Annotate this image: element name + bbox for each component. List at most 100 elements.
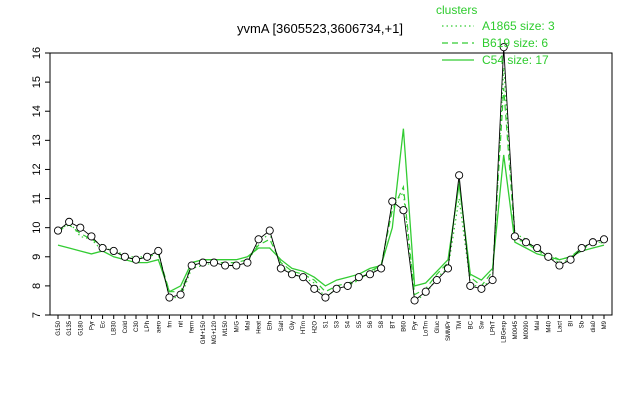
data-point (87, 232, 96, 241)
y-tick-label: 14 (31, 105, 43, 117)
data-point (510, 232, 519, 241)
data-point (343, 281, 352, 290)
x-tick-label: GM+150 (201, 320, 207, 344)
x-tick-label: G135 (67, 320, 73, 335)
data-point (399, 206, 408, 215)
data-point (499, 43, 508, 52)
points-layer (53, 43, 609, 305)
x-tick-label: S5 (357, 320, 363, 328)
x-tick-label: M9 (602, 320, 608, 329)
legend-label: B619 size: 6 (482, 36, 548, 50)
y-tick-label: 11 (31, 193, 43, 204)
x-tick-label: Pyr (89, 321, 95, 330)
data-point (198, 258, 207, 267)
x-tick-label: M0045 (513, 320, 519, 339)
data-point (421, 287, 430, 296)
y-tick-label: 12 (31, 163, 43, 175)
x-tick-label: G180 (78, 320, 84, 335)
y-tick-label: 13 (31, 134, 43, 146)
data-point (321, 293, 330, 302)
data-point (243, 258, 252, 267)
x-tick-label: aero (156, 320, 162, 333)
legend-label: A1865 size: 3 (482, 19, 555, 33)
data-point (232, 261, 241, 270)
data-point (377, 264, 386, 273)
legend: clusters A1865 size: 3 B619 size: 6 C54 si… (436, 3, 555, 67)
x-tick-label: TM (457, 321, 463, 330)
data-point (109, 246, 118, 256)
x-tick-label: M/G (234, 321, 240, 333)
y-tick-label: 9 (31, 254, 43, 260)
data-point (332, 284, 341, 293)
x-tick-label: BT (390, 321, 396, 329)
data-point (432, 276, 441, 285)
data-point (566, 255, 575, 264)
data-point (187, 261, 196, 270)
data-point (354, 273, 363, 282)
x-tick-label: S1 (323, 320, 329, 328)
data-point (555, 261, 564, 270)
data-point (176, 290, 185, 299)
data-point (221, 261, 230, 270)
data-point (76, 223, 85, 232)
x-tick-label: LPhT (491, 321, 497, 336)
x-tick-label: Lact (557, 321, 563, 333)
chart-title: yvmA [3605523,3606734,+1] (237, 21, 403, 36)
data-point (443, 264, 453, 273)
x-tick-label: C30 (134, 320, 140, 332)
x-axis: G150 G135 G180 Pyr Ec LB30 Cold C30 LPh aero fm nit… (56, 315, 608, 344)
data-point (388, 197, 397, 206)
x-tick-label: M150 (223, 320, 229, 336)
x-tick-label: M0090 (524, 320, 530, 339)
x-tick-label: Sw (479, 320, 485, 329)
data-point (488, 276, 497, 285)
x-tick-label: Cold (123, 321, 129, 333)
x-tick-label: Gluc (435, 321, 441, 333)
x-tick-label: Gly (290, 321, 296, 330)
data-point (53, 226, 63, 235)
x-tick-label: HTm (301, 321, 307, 334)
data-point (299, 273, 308, 282)
data-point (154, 246, 163, 256)
data-point (544, 252, 553, 261)
x-tick-label: B60 (401, 320, 407, 331)
data-point (98, 243, 107, 253)
data-point (265, 226, 274, 235)
data-point (143, 252, 152, 261)
x-tick-label: LPh (145, 321, 151, 332)
x-tick-label: S3 (335, 320, 341, 328)
x-tick-label: S8 (379, 320, 385, 328)
data-point (131, 255, 141, 264)
y-tick-label: 16 (31, 47, 43, 59)
data-point (466, 281, 475, 290)
y-tick-label: 15 (31, 76, 43, 88)
data-point (65, 217, 74, 226)
x-tick-label: LBGexp (502, 320, 508, 342)
plot-frame (49, 52, 613, 316)
x-tick-label: Heat (257, 321, 263, 334)
data-point (588, 238, 597, 247)
data-point (365, 270, 375, 279)
series-layer (57, 67, 605, 302)
x-tick-label: nit (179, 321, 185, 328)
series-line-dotted (57, 67, 604, 302)
x-tick-label: Eth (268, 321, 274, 330)
legend-title: clusters (436, 3, 477, 17)
x-tick-label: ferm (190, 321, 196, 333)
data-point (533, 243, 542, 253)
x-tick-label: Sb (580, 320, 586, 328)
x-tick-label: Pyr (413, 321, 419, 330)
data-point (310, 284, 319, 293)
data-point (410, 296, 419, 305)
x-tick-label: LoTm (424, 321, 430, 336)
x-tick-label: BC (468, 320, 474, 329)
data-point (120, 252, 129, 261)
y-tick-label: 7 (31, 312, 43, 318)
data-point (599, 235, 609, 244)
x-tick-label: S4 (346, 320, 352, 328)
y-axis: 7 8 9 10 11 12 13 14 15 16 (31, 47, 50, 318)
x-tick-label: S6 (368, 320, 374, 328)
data-point (477, 284, 486, 293)
x-tick-label: Mal (245, 321, 251, 331)
